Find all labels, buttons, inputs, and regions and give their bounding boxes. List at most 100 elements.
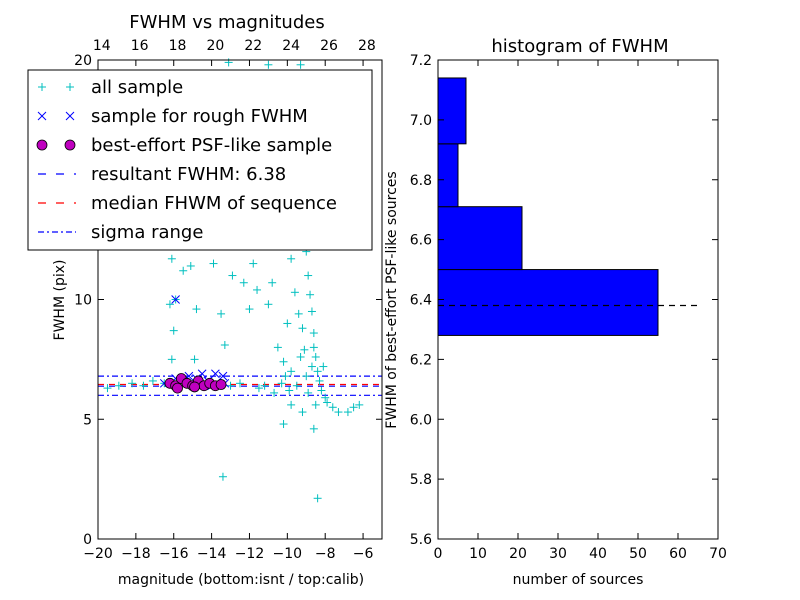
scatter-title: FWHM vs magnitudes [129, 12, 324, 33]
ytick-label: 10 [74, 293, 92, 309]
legend-box [27, 69, 373, 251]
xtick-label: −6 [353, 546, 374, 562]
histogram-ticks: 0 10 20 30 40 50 60 70 5.6 5.8 6.0 6.2 6.4 6.6 6.8 7.0 7… [410, 53, 727, 562]
hy-tick-label: 5.8 [410, 472, 432, 488]
point-plus [311, 352, 320, 361]
point-plus [139, 381, 148, 390]
point-plus [245, 305, 254, 314]
point-plus [309, 424, 318, 433]
hy-tick-label: 6.6 [410, 233, 432, 249]
legend-circle [64, 139, 76, 151]
point-plus [190, 355, 199, 364]
top-tick-label: 14 [93, 38, 111, 54]
point-plus [128, 379, 137, 388]
point-plus [309, 343, 318, 352]
hy-tick-label: 6.4 [410, 293, 432, 309]
point-plus [315, 376, 324, 385]
point-plus [328, 403, 337, 412]
point-plus [287, 367, 296, 376]
point-plus [292, 381, 301, 390]
point-plus [302, 372, 311, 381]
xtick-label: −20 [83, 546, 113, 562]
legend-label: sigma range [91, 222, 203, 243]
point-plus [304, 271, 313, 280]
x-b [171, 295, 180, 304]
point-circle [215, 379, 227, 390]
xtick-label: −10 [273, 546, 303, 562]
point-plus [254, 384, 263, 393]
point-plus [321, 393, 330, 402]
point-plus [343, 408, 352, 417]
x-b [65, 111, 75, 121]
point-plus [186, 261, 195, 270]
top-tick-label: 16 [131, 38, 149, 54]
top-tick-label: 22 [244, 38, 262, 54]
point-plus [268, 278, 277, 287]
point-x [37, 111, 47, 121]
xtick-label: −12 [235, 546, 265, 562]
point-plus [306, 290, 315, 299]
xtick-label: −14 [197, 546, 227, 562]
hx-tick-label: 10 [469, 546, 487, 562]
legend-label: median FHWM of sequence [91, 193, 337, 214]
hx-tick-label: 40 [589, 546, 607, 562]
hx-tick-label: 20 [509, 546, 527, 562]
histogram-ylabel: FWHM of best-effort PSF-like sources [384, 171, 400, 428]
point-plus [317, 386, 326, 395]
top-tick-label: 20 [206, 38, 224, 54]
legend-label: sample for rough FWHM [91, 106, 308, 127]
hx-tick-label: 60 [669, 546, 687, 562]
point-plus [218, 472, 227, 481]
legend-entry: best-effort PSF-like sample [36, 135, 332, 156]
hy-tick-label: 6.8 [410, 173, 432, 189]
point-plus [285, 386, 294, 395]
point-plus [279, 420, 288, 429]
point-plus [313, 367, 322, 376]
point-plus [253, 285, 262, 294]
point-plus [66, 83, 74, 91]
top-tick-label: 18 [169, 38, 187, 54]
scatter-legend: all sample sample for rough FWHM best-effo… [27, 69, 373, 251]
point-plus [313, 494, 322, 503]
point-plus [38, 83, 46, 91]
point-plus [349, 403, 358, 412]
point-plus [290, 288, 299, 297]
point-plus [270, 388, 279, 397]
point-plus [228, 271, 237, 280]
point-plus [307, 307, 316, 316]
point-plus [298, 324, 307, 333]
legend-entry: sigma range [38, 222, 203, 243]
point-plus [260, 381, 269, 390]
point-plus [220, 341, 229, 350]
point-plus [264, 300, 273, 309]
point-plus [296, 60, 305, 69]
point-plus [217, 309, 226, 318]
xtick-label: −16 [159, 546, 189, 562]
point-plus [148, 376, 157, 385]
legend-label: all sample [91, 77, 183, 98]
hx-tick-label: 0 [434, 546, 443, 562]
point-circle [172, 382, 183, 394]
legend-entry: all sample [38, 77, 183, 98]
histogram-bar [437, 206, 523, 271]
top-tick-label: 24 [282, 38, 300, 54]
point-plus [287, 254, 296, 263]
point-plus [296, 352, 305, 361]
hx-tick-label: 50 [629, 546, 647, 562]
histogram-bar [437, 143, 459, 208]
ytick-label-top: 20 [74, 53, 92, 69]
legend-circle [36, 139, 48, 151]
point-plus [307, 362, 316, 371]
x-b [218, 371, 228, 381]
point-plus [279, 357, 288, 366]
legend-label: resultant FWHM: 6.38 [91, 164, 286, 185]
point-plus [167, 254, 176, 263]
histogram-content [437, 77, 698, 336]
hx-tick-label: 70 [709, 546, 727, 562]
top-tick-label: 26 [320, 38, 338, 54]
ytick-label: 5 [83, 412, 92, 428]
point-plus [311, 400, 320, 409]
point-x [211, 369, 220, 379]
hy-tick-label: 7.0 [410, 113, 432, 129]
